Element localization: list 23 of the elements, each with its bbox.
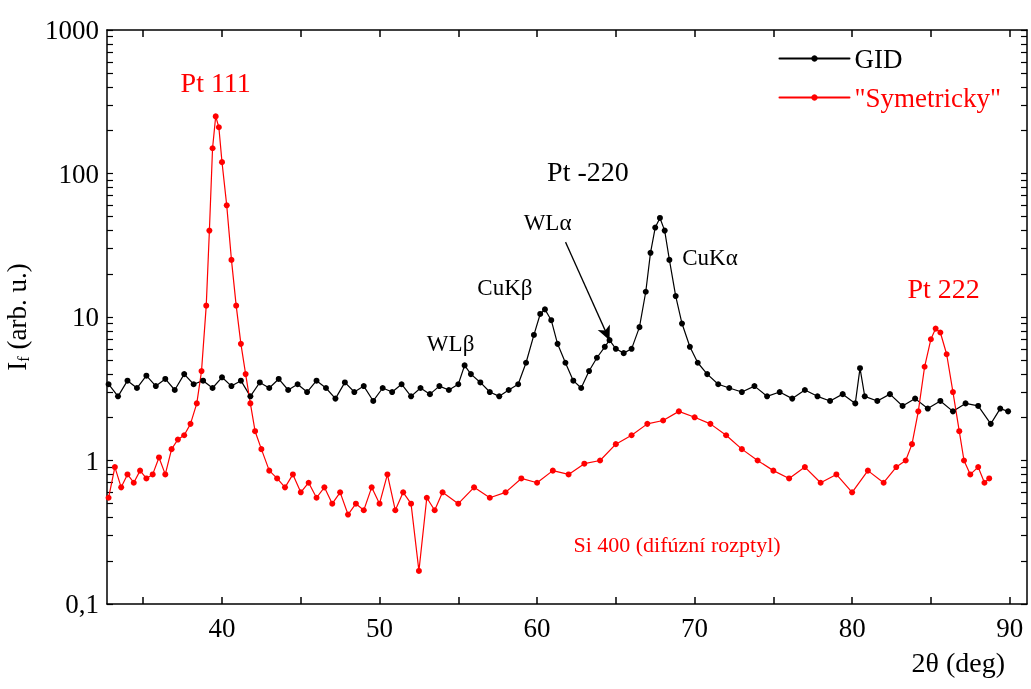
y-tick-label: 10 [72,302,99,332]
y-axis-title: If (arb. u.) [2,263,33,371]
annotation: Si 400 (difúzní rozptyl) [573,531,781,557]
x-tick-label: 80 [838,612,866,643]
x-tick-label: 90 [996,612,1024,643]
x-tick-label: 40 [208,612,236,643]
x-tick-label: 50 [366,612,394,643]
legend-label: GID [854,43,903,74]
y-tick-label: 1 [85,445,99,476]
annotation: WLα [523,209,572,235]
x-axis-title: 2θ (deg) [911,646,1005,678]
x-tick-label: 70 [681,612,709,643]
y-tick-label: 0,1 [65,589,99,619]
annotation: Pt -220 [547,156,629,188]
annotation: WLβ [426,330,475,356]
y-tick-label: 100 [58,158,99,189]
annotation: Pt 111 [180,66,251,98]
annotation: Pt 222 [907,273,980,305]
x-tick-label: 60 [523,612,551,643]
legend-label: "Symetricky" [854,82,1002,113]
annotation: CuKα [682,245,738,271]
annotation: CuKβ [477,274,533,300]
y-tick-label: 1000 [45,15,99,45]
